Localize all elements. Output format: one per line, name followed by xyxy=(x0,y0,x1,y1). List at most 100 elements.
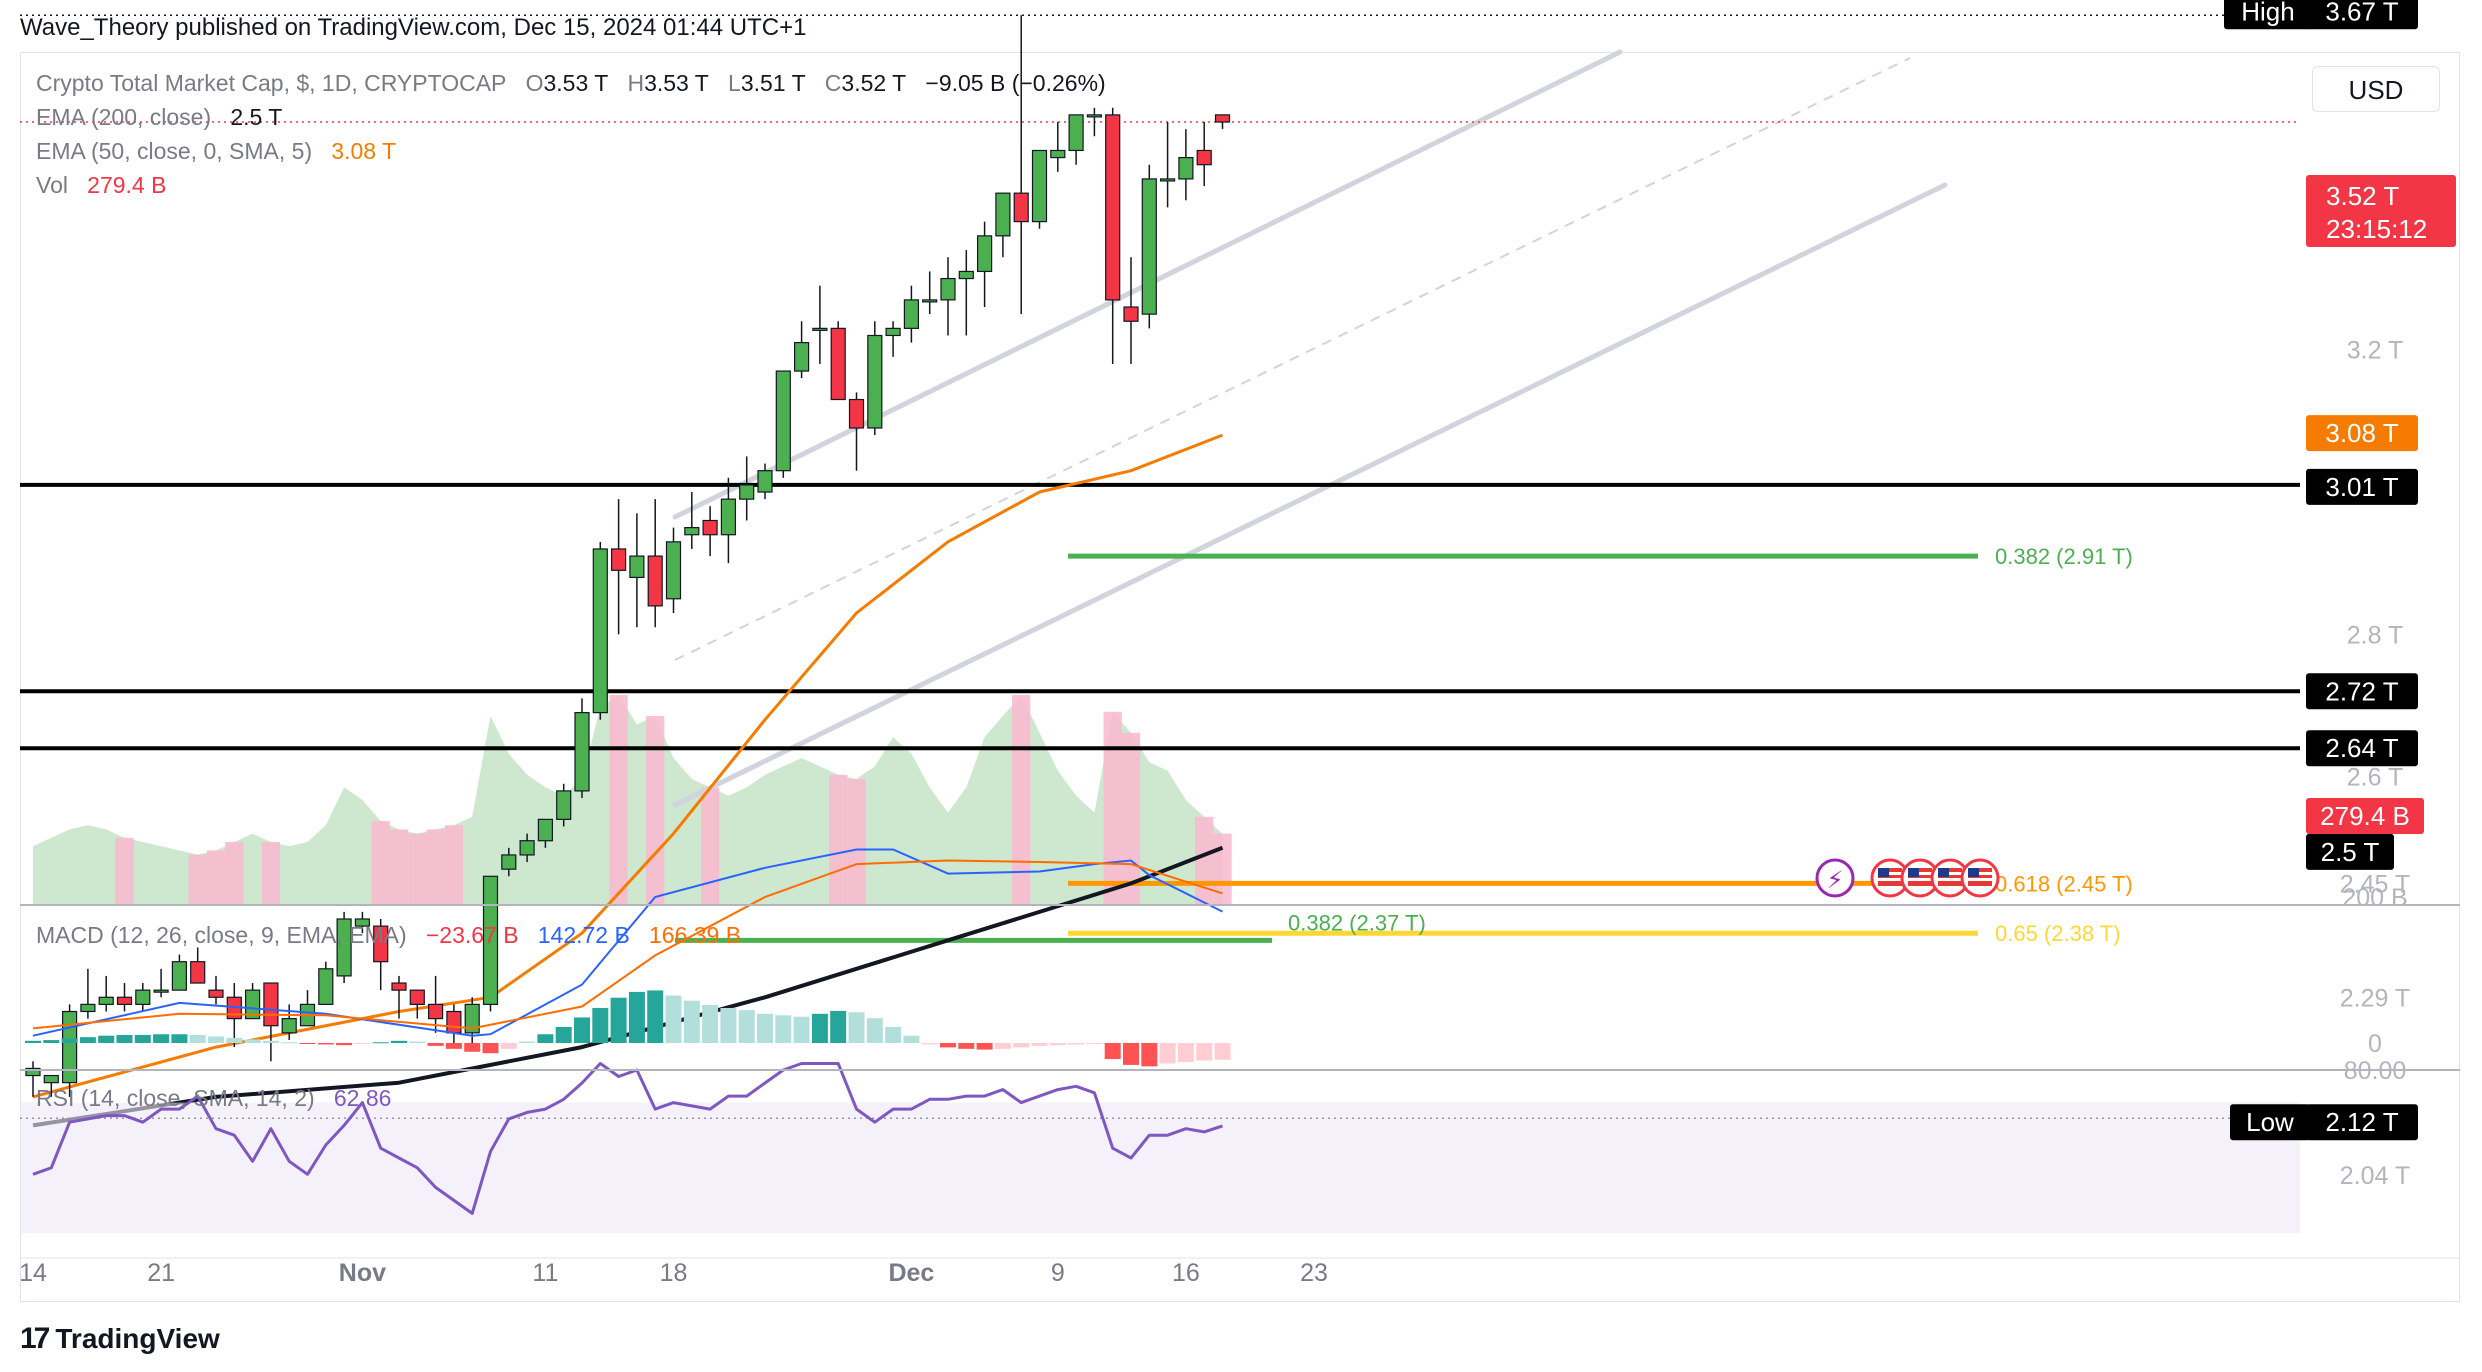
volume-bar-down xyxy=(206,850,226,905)
candle-body xyxy=(373,925,389,963)
us-flag-stripe xyxy=(1908,872,1932,875)
us-flag-stripe xyxy=(1968,878,1992,881)
macd-histogram-bar xyxy=(830,1010,847,1043)
candle-body xyxy=(116,996,133,1005)
candle-body xyxy=(482,875,499,1005)
legend-open: 3.53 T xyxy=(543,70,609,96)
macd-histogram-bar xyxy=(903,1035,920,1043)
currency-button[interactable]: USD xyxy=(2312,66,2440,112)
volume-tag-bg xyxy=(2306,798,2424,834)
tv-logo-icon: 17 xyxy=(20,1322,50,1355)
macd-histogram-bar xyxy=(610,997,627,1043)
us-flag-stripe xyxy=(1938,878,1962,881)
macd-histogram-bar xyxy=(811,1013,828,1043)
level-2-72-tag-bg xyxy=(2306,673,2418,710)
macd-histogram-bar xyxy=(1013,1043,1030,1048)
candle-body xyxy=(43,1074,59,1084)
macd-histogram-bar xyxy=(665,995,682,1043)
axes-layer: 3.2 T 2.8 T 2.6 T 2.45 T 2.29 T 2.04 T 200 B 08… xyxy=(19,337,2460,1287)
candle-body xyxy=(757,470,773,493)
candle-body xyxy=(208,989,224,998)
candle-body xyxy=(1159,178,1176,182)
legend-low: 3.51 T xyxy=(740,70,806,96)
macd-histogram-bar xyxy=(1086,1043,1103,1044)
chart-frame[interactable] xyxy=(20,52,2460,1302)
legend-macd[interactable]: MACD (12, 26, close, 9, EMA, EMA) −23.67… xyxy=(36,922,741,949)
legend-low-key: L xyxy=(728,70,741,96)
macd-layer xyxy=(25,848,1231,1067)
macd-histogram-bar xyxy=(958,1043,975,1049)
macd-histogram-bar xyxy=(208,1036,224,1043)
vol-value: 279.4 B xyxy=(87,172,167,198)
candle-body xyxy=(245,989,261,1020)
us-flag-canton xyxy=(1908,868,1919,877)
candle-body xyxy=(647,555,663,607)
candle-body xyxy=(171,961,187,991)
fib-level-label-2: 0.65 (2.38 T) xyxy=(1995,921,2121,946)
us-flag-stripe xyxy=(1968,872,1992,875)
candle-body xyxy=(409,989,425,1005)
time-axis-label: Dec xyxy=(888,1259,934,1287)
macd-histogram-bar xyxy=(848,1012,865,1043)
candle-body xyxy=(537,818,554,842)
candle-body xyxy=(793,341,810,372)
candle-body xyxy=(684,527,700,536)
candle-body xyxy=(263,982,279,1027)
volume-bar-down xyxy=(371,821,390,905)
tradingview-logo[interactable]: 17 TradingView xyxy=(20,1322,220,1356)
legend-main: Crypto Total Market Cap, $, 1D, CRYPTOCA… xyxy=(36,70,1106,97)
publisher-line: Wave_Theory published on TradingView.com… xyxy=(20,14,807,41)
macd-histogram-bar xyxy=(171,1034,188,1043)
candle-body xyxy=(885,327,901,337)
candle-body xyxy=(1031,149,1048,223)
macd-histogram-bar xyxy=(775,1015,792,1043)
us-flag-stripe xyxy=(1938,872,1962,875)
macd-signal-value: 166.39 B xyxy=(649,922,742,948)
macd-histogram-bar xyxy=(25,1040,41,1043)
price-tags-layer: High 3.67 T 3.52 T23:15:12 3.08 T 3.01 T 2.72… xyxy=(2224,0,2456,1141)
macd-histogram-bar xyxy=(464,1043,481,1052)
legend-symbol: Crypto Total Market Cap, $, 1D, CRYPTOCA… xyxy=(36,70,507,96)
low-price-tag: 2.12 T xyxy=(2325,1107,2398,1137)
legend-close-key: C xyxy=(824,70,842,96)
candle-body xyxy=(501,854,517,870)
macd-line xyxy=(32,848,1223,1037)
candle-body xyxy=(556,790,572,820)
low-price-tag-bg xyxy=(2306,1104,2418,1141)
volume-bar-down xyxy=(115,837,134,905)
volume-bar-down xyxy=(1213,833,1232,905)
time-axis-label: 23 xyxy=(1300,1259,1328,1287)
legend-ema50[interactable]: EMA (50, close, 0, SMA, 5) 3.08 T xyxy=(36,138,396,165)
macd-histogram-bar xyxy=(574,1017,590,1043)
level-2-72-tag: 2.72 T xyxy=(2325,676,2398,706)
macd-histogram-bar xyxy=(537,1034,554,1043)
rsi-label: RSI (14, close, SMA, 14, 2) xyxy=(36,1085,315,1111)
candle-body xyxy=(775,370,791,472)
channel-lower-line xyxy=(672,182,1948,808)
legend-volume[interactable]: Vol 279.4 B xyxy=(36,172,166,199)
volume-bar-down xyxy=(261,842,281,905)
macd-histogram-bar xyxy=(555,1026,572,1043)
macd-histogram-bar xyxy=(1049,1043,1066,1046)
macd-axis-tick: 200 B xyxy=(2342,884,2407,912)
rsi-axis-tick: 80.00 xyxy=(2344,1057,2407,1085)
macd-histogram-bar xyxy=(336,1043,353,1046)
macd-histogram-bar xyxy=(1159,1043,1176,1064)
candle-body xyxy=(848,398,865,429)
macd-histogram-bar xyxy=(647,990,664,1043)
candle-body xyxy=(592,548,608,714)
macd-histogram-bar xyxy=(1104,1043,1121,1060)
ema50-price-tag: 3.08 T xyxy=(2325,418,2398,448)
channel-mid-line xyxy=(674,57,1911,661)
legend-ema200[interactable]: EMA (200, close) 2.5 T xyxy=(36,104,282,131)
legend-rsi[interactable]: RSI (14, close, SMA, 14, 2) 62.86 xyxy=(36,1085,391,1112)
rsi-layer xyxy=(20,1062,2300,1233)
macd-histogram-bar xyxy=(628,991,645,1043)
rsi-value: 62.86 xyxy=(333,1085,392,1111)
macd-histogram-bar xyxy=(226,1037,243,1043)
candle-body xyxy=(1068,114,1084,152)
price-axis-tick: 3.2 T xyxy=(2347,337,2404,365)
time-axis-label: Nov xyxy=(339,1259,386,1287)
volume-bar-down xyxy=(389,829,409,905)
